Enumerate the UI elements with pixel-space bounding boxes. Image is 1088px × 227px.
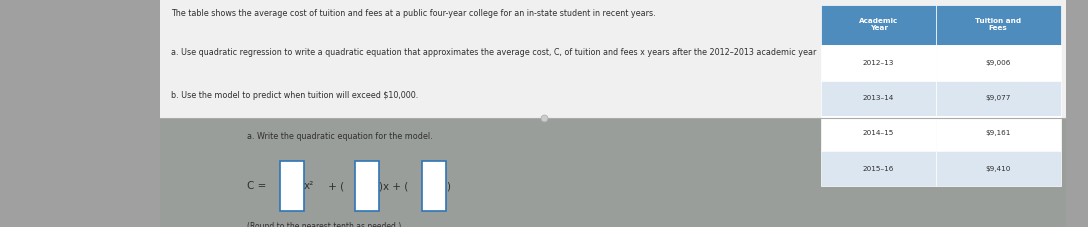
Text: The table shows the average cost of tuition and fees at a public four-year colle: The table shows the average cost of tuit… <box>171 9 655 18</box>
Bar <box>821 5 936 45</box>
Text: Tuition and
Fees: Tuition and Fees <box>975 18 1022 32</box>
Bar <box>821 81 936 116</box>
Bar <box>422 161 446 211</box>
Text: $9,006: $9,006 <box>986 60 1011 66</box>
Text: C =: C = <box>247 181 267 191</box>
Text: $9,077: $9,077 <box>986 95 1011 101</box>
Bar <box>936 116 1061 151</box>
Text: $9,161: $9,161 <box>986 130 1011 136</box>
Bar <box>936 5 1061 45</box>
Text: (Round to the nearest tenth as needed.): (Round to the nearest tenth as needed.) <box>247 222 401 227</box>
Bar <box>936 81 1061 116</box>
Bar <box>821 151 936 186</box>
Text: 2015–16: 2015–16 <box>863 165 894 172</box>
Bar <box>936 45 1061 81</box>
Text: 2014–15: 2014–15 <box>863 130 894 136</box>
Text: Academic
Year: Academic Year <box>858 18 899 32</box>
Text: b. Use the model to predict when tuition will exceed $10,000.: b. Use the model to predict when tuition… <box>171 91 418 100</box>
Text: 2013–14: 2013–14 <box>863 95 894 101</box>
Text: x²: x² <box>304 181 313 191</box>
Text: ): ) <box>446 181 450 191</box>
Text: 2012–13: 2012–13 <box>863 60 894 66</box>
Bar <box>160 118 1066 227</box>
Text: )x + (: )x + ( <box>379 181 408 191</box>
Text: $9,410: $9,410 <box>986 165 1011 172</box>
Bar <box>821 45 936 81</box>
Text: a. Use quadratic regression to write a quadratic equation that approximates the : a. Use quadratic regression to write a q… <box>171 48 816 57</box>
Bar <box>160 0 1066 118</box>
Bar <box>355 161 379 211</box>
Bar <box>821 116 936 151</box>
Bar <box>280 161 304 211</box>
Text: + (: + ( <box>325 181 345 191</box>
Text: a. Write the quadratic equation for the model.: a. Write the quadratic equation for the … <box>247 132 433 141</box>
Bar <box>936 151 1061 186</box>
